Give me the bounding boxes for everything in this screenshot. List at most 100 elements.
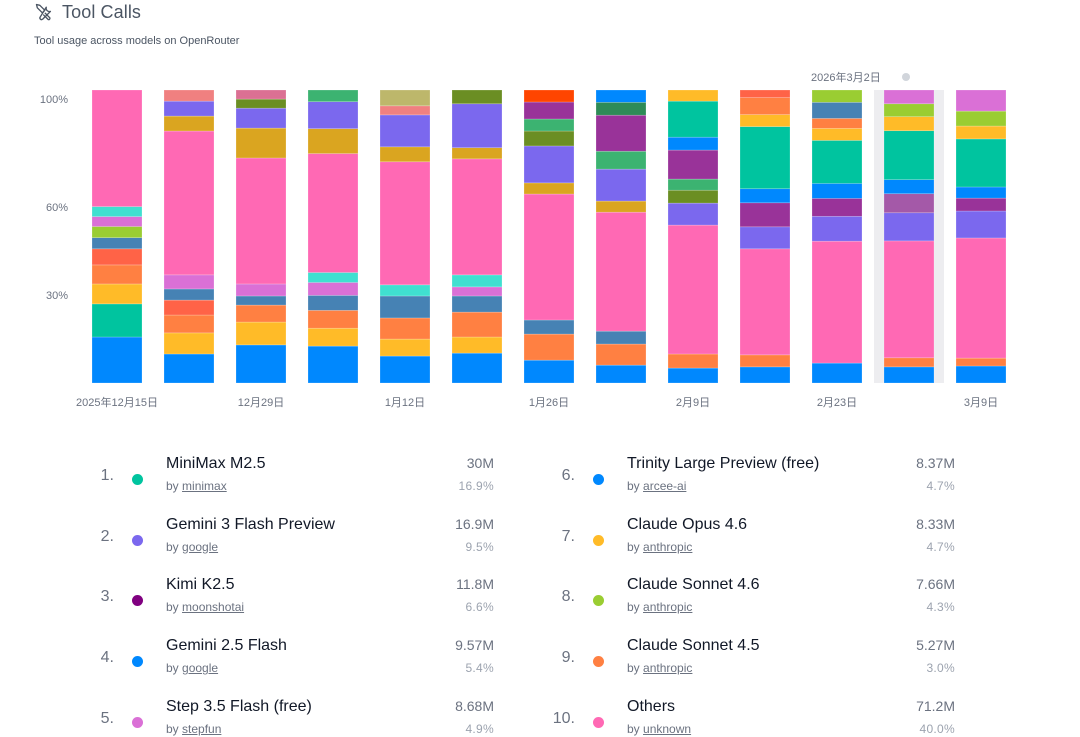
bar-segment[interactable] [955,365,1007,384]
legend-item[interactable]: 8. Claude Sonnet 4.6 by anthropic 7.66M 4.3% [535,576,955,636]
bar-segment[interactable] [235,157,287,285]
bar-segment[interactable] [739,188,791,204]
bar-segment[interactable] [91,89,143,207]
bar-column[interactable] [739,89,791,384]
bar-segment[interactable] [811,118,863,129]
bar-segment[interactable] [235,321,287,346]
bar-segment[interactable] [739,226,791,250]
bar-segment[interactable] [595,102,647,116]
bar-segment[interactable] [91,216,143,227]
bar-column[interactable] [307,89,359,384]
bar-segment[interactable] [667,202,719,226]
legend-item[interactable]: 2. Gemini 3 Flash Preview by google 16.9M 9.… [74,516,494,576]
bar-segment[interactable] [91,237,143,250]
bar-segment[interactable] [451,286,503,297]
bar-segment[interactable] [451,147,503,160]
legend-item[interactable]: 9. Claude Sonnet 4.5 by anthropic 5.27M 3.0% [535,637,955,697]
bar-segment[interactable] [451,352,503,384]
bar-segment[interactable] [451,103,503,149]
bar-segment[interactable] [883,366,935,384]
bar-segment[interactable] [307,89,359,103]
author-link[interactable]: google [182,539,219,554]
bar-segment[interactable] [811,215,863,242]
bar-segment[interactable] [811,89,863,103]
bar-segment[interactable] [667,353,719,369]
bar-segment[interactable] [955,186,1007,199]
bar-segment[interactable] [955,357,1007,367]
bar-segment[interactable] [955,237,1007,359]
bar-segment[interactable] [523,145,575,184]
bar-segment[interactable] [451,274,503,288]
bar-segment[interactable] [811,183,863,199]
legend-item[interactable]: 10. Others by unknown 71.2M 40.0% [535,698,955,737]
bar-segment[interactable] [523,118,575,132]
bar-segment[interactable] [307,128,359,154]
bar-segment[interactable] [739,97,791,115]
bar-segment[interactable] [91,303,143,338]
bar-segment[interactable] [163,130,215,276]
bar-segment[interactable] [235,127,287,159]
bar-segment[interactable] [955,110,1007,127]
legend-item[interactable]: 6. Trinity Large Preview (free) by arcee-a… [535,455,955,515]
bar-segment[interactable] [883,357,935,368]
bar-segment[interactable] [163,288,215,301]
bar-segment[interactable] [379,295,431,319]
bar-segment[interactable] [883,193,935,214]
bar-segment[interactable] [307,101,359,129]
bar-segment[interactable] [739,354,791,368]
bar-column[interactable] [955,89,1007,384]
bar-segment[interactable] [667,189,719,204]
bar-segment[interactable] [163,115,215,132]
bar-segment[interactable] [379,114,431,148]
author-link[interactable]: anthropic [643,661,693,676]
bar-segment[interactable] [883,103,935,117]
bar-segment[interactable] [595,330,647,345]
bar-segment[interactable] [91,336,143,384]
bar-segment[interactable] [595,200,647,213]
bar-segment[interactable] [883,116,935,132]
bar-segment[interactable] [451,158,503,276]
bar-segment[interactable] [739,114,791,127]
bar-segment[interactable] [883,130,935,180]
bar-segment[interactable] [91,283,143,305]
bar-column[interactable] [379,89,431,384]
bar-segment[interactable] [379,105,431,116]
bar-segment[interactable] [523,101,575,120]
bar-segment[interactable] [91,206,143,217]
bar-segment[interactable] [451,311,503,338]
bar-segment[interactable] [955,89,1007,112]
bar-segment[interactable] [955,197,1007,212]
bar-segment[interactable] [163,274,215,290]
bar-segment[interactable] [811,240,863,364]
bar-segment[interactable] [667,367,719,384]
bar-segment[interactable] [235,107,287,129]
bar-segment[interactable] [595,89,647,103]
bar-column[interactable] [667,89,719,384]
bar-segment[interactable] [883,212,935,242]
bar-segment[interactable] [955,210,1007,239]
bar-segment[interactable] [307,282,359,296]
bar-segment[interactable] [379,284,431,297]
bar-segment[interactable] [163,353,215,384]
bar-segment[interactable] [235,295,287,306]
bar-segment[interactable] [235,283,287,297]
bar-segment[interactable] [739,126,791,190]
bar-segment[interactable] [595,343,647,366]
bar-segment[interactable] [307,153,359,273]
bar-segment[interactable] [235,344,287,384]
bar-segment[interactable] [595,364,647,384]
bar-segment[interactable] [379,317,431,340]
bar-segment[interactable] [523,359,575,384]
bar-segment[interactable] [739,89,791,98]
bar-segment[interactable] [91,226,143,238]
bar-segment[interactable] [811,362,863,384]
bar-segment[interactable] [163,299,215,316]
bar-segment[interactable] [667,100,719,138]
author-link[interactable]: arcee-ai [643,479,687,493]
bar-segment[interactable] [379,146,431,163]
bar-column[interactable] [235,89,287,384]
bar-segment[interactable] [163,89,215,102]
bar-segment[interactable] [667,89,719,102]
bar-segment[interactable] [667,224,719,355]
legend-item[interactable]: 4. Gemini 2.5 Flash by google 9.57M 5.4% [74,637,494,697]
